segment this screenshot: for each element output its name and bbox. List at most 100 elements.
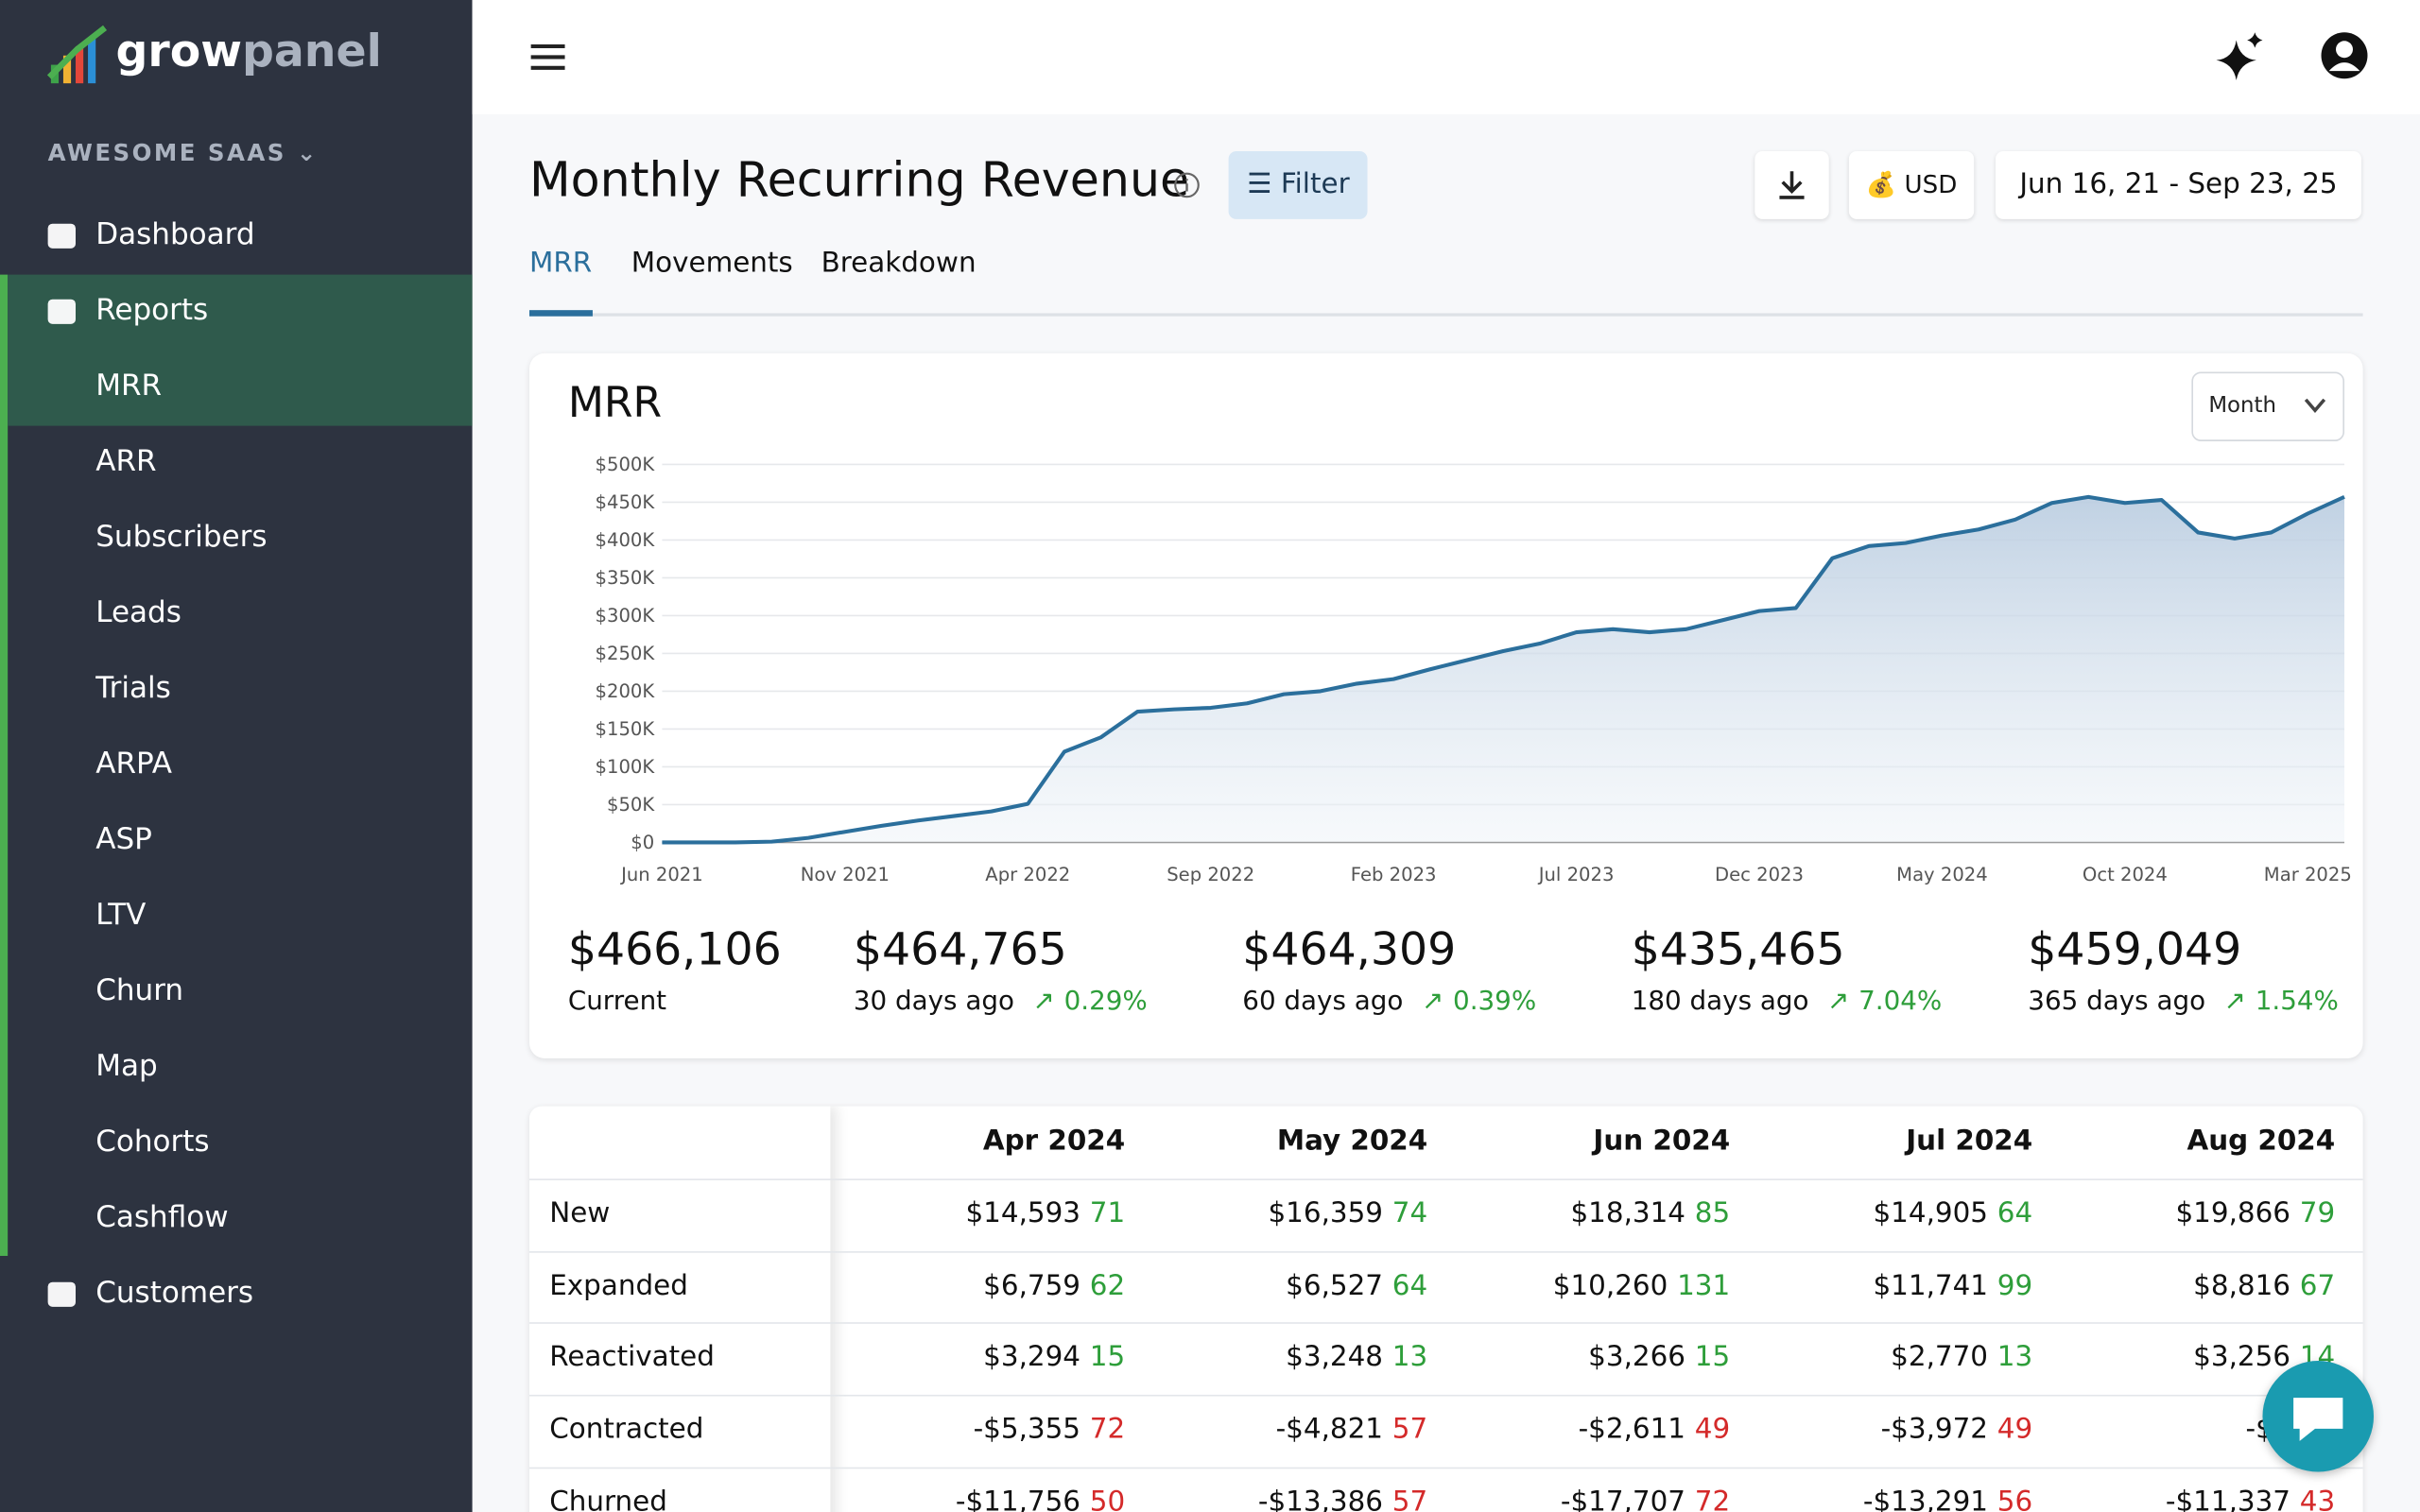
x-tick-label: Mar 2025 [2264,864,2352,885]
tab[interactable]: Breakdown [821,247,977,279]
nav-subitem[interactable]: Subscribers [95,520,267,554]
column-header: Jul 2024 [1754,1125,2032,1157]
nav-item[interactable]: Reports [95,293,208,327]
row-rule [529,1395,2363,1397]
stat-change: 1.54% [2256,986,2339,1017]
stat-row: 365 days ago ↗ 1.54% [2028,986,2339,1017]
cell-count: 13 [1392,1341,1427,1373]
cell-amount: $3,294 [983,1341,1080,1373]
cell-amount: $14,905 [1873,1197,1988,1229]
trend-arrow: ↗ [2224,986,2246,1017]
x-tick-label: Jun 2021 [619,864,703,885]
nav-subitem[interactable]: LTV [95,898,146,932]
area-fill [662,497,2344,843]
column-header: Jun 2024 [1452,1125,1730,1157]
stat-label: 365 days ago [2028,986,2205,1017]
x-tick-label: Apr 2022 [985,864,1070,885]
cell-amount: $11,741 [1873,1269,1988,1301]
nav-subitem[interactable]: Churn [95,973,183,1007]
stat-row: 180 days ago ↗ 7.04% [1632,986,1943,1017]
cell-count: 50 [1090,1486,1125,1512]
y-tick-label: $350K [596,567,656,589]
cell: $2,77013 [1739,1341,2032,1373]
cell: $16,35974 [1134,1197,1427,1229]
tab-underline [529,310,593,317]
stat-label: Current [568,986,666,1017]
stat-change: 7.04% [1858,986,1942,1017]
trend-arrow: ↗ [1422,986,1443,1017]
y-tick-label: $200K [596,680,656,702]
nav-subitem[interactable]: ARPA [95,747,172,781]
chat-button[interactable] [2262,1361,2374,1472]
nav-subitem[interactable]: MRR [95,369,162,403]
stat-value: $459,049 [2028,922,2241,975]
cell: -$4,82157 [1134,1414,1427,1446]
column-header: Apr 2024 [847,1125,1125,1157]
cell-count: 64 [1392,1269,1427,1301]
stat-change: 0.39% [1453,986,1536,1017]
cell-count: 131 [1677,1269,1730,1301]
cell-count: 85 [1695,1197,1730,1229]
cell-count: 67 [2300,1269,2335,1301]
cell-amount: $18,314 [1570,1197,1685,1229]
y-tick-label: $450K [596,491,656,513]
nav-subitem[interactable]: ARR [95,444,156,478]
cell: $8,816 67 [2042,1269,2335,1301]
cell: -$5,35572 [832,1414,1125,1446]
cell-amount: $8,816 [2193,1269,2290,1301]
cell-count: 49 [1997,1414,2032,1446]
cell-amount: -$13,386 [1258,1486,1383,1512]
nav-subitem[interactable]: ASP [95,822,152,856]
row-rule [529,1251,2363,1253]
stat-value: $464,765 [854,922,1067,975]
cell-count: 56 [1997,1486,2032,1512]
nav-subitem[interactable]: Cashflow [95,1200,228,1234]
stat-value: $435,465 [1632,922,1845,975]
cell: -$3,97249 [1739,1414,2032,1446]
cell-count: 79 [2300,1197,2335,1229]
cell: $3,26615 [1437,1341,1730,1373]
y-tick-label: $50K [607,794,655,816]
cell-count: 15 [1695,1341,1730,1373]
cell: $18,314 85 [1437,1197,1730,1229]
cell-amount: -$11,756 [956,1486,1080,1512]
x-tick-label: Jul 2023 [1537,864,1615,885]
cell: $14,90564 [1739,1197,2032,1229]
nav-subitem[interactable]: Leads [95,595,182,629]
cell: -$17,707 72 [1437,1486,1730,1512]
cell: -$11,756 50 [832,1486,1125,1512]
cell-amount: -$5,355 [974,1414,1080,1446]
cell-count: 13 [1997,1341,2032,1373]
row-rule [529,1323,2363,1325]
x-tick-label: Dec 2023 [1715,864,1804,885]
tab[interactable]: Movements [631,247,793,279]
cell-count: 49 [1695,1414,1730,1446]
trend-arrow: ↗ [1827,986,1849,1017]
tab[interactable]: MRR [529,247,592,279]
y-tick-label: $400K [596,529,656,551]
stat-row: 60 days ago ↗ 0.39% [1242,986,1536,1017]
nav-item[interactable]: Dashboard [95,217,254,251]
cell-amount: -$17,707 [1561,1486,1685,1512]
cell: $3,24813 [1134,1341,1427,1373]
row-label: New [549,1197,610,1229]
stat-label: 30 days ago [854,986,1014,1017]
cell-count: 57 [1392,1414,1427,1446]
y-tick-label: $500K [596,454,656,475]
chart: $0$50K$100K$150K$200K$250K$300K$350K$400… [0,0,2420,926]
row-rule [529,1467,2363,1469]
nav-icon [48,300,76,324]
cell: $19,86679 [2042,1197,2335,1229]
column-header: May 2024 [1150,1125,1427,1157]
cell-amount: $10,260 [1553,1269,1668,1301]
cell-count: 72 [1695,1486,1730,1512]
nav-subitem[interactable]: Cohorts [95,1125,209,1159]
stat-change: 0.29% [1064,986,1148,1017]
stat-label: 60 days ago [1242,986,1403,1017]
cell-amount: -$11,337 [2166,1486,2290,1512]
nav-subitem[interactable]: Map [95,1049,157,1083]
stat-label: 180 days ago [1632,986,1809,1017]
nav-item[interactable]: Customers [95,1276,253,1310]
cell: $11,74199 [1739,1269,2032,1301]
nav-subitem[interactable]: Trials [95,671,171,705]
